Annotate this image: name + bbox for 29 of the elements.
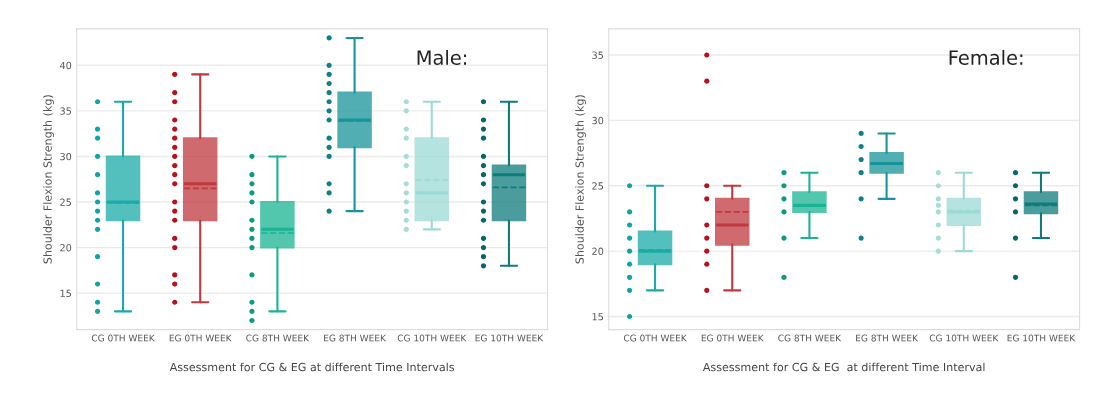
x-tick-label: CG 0TH WEEK	[623, 334, 687, 342]
text: Male:	[417, 49, 467, 65]
y-tick-label: 40	[59, 61, 72, 70]
y-axis-title: Shoulder Flexion Strength (kg)	[43, 95, 54, 264]
x-tick-label: EG 0TH WEEK	[169, 334, 232, 342]
y-tick-label: 20	[592, 247, 604, 255]
x-tick-label: CG 10TH WEEK	[929, 334, 999, 342]
x-tick-label: EG 8TH WEEK	[324, 334, 387, 342]
x-axis-title: Assessment for CG & EG at different Time Interval	[702, 362, 985, 372]
y-tick-label: 15	[592, 313, 604, 321]
y-tick-label: 30	[60, 152, 72, 161]
x-tick-label: CG 8TH WEEK	[778, 334, 842, 342]
y-tick-label: 30	[592, 116, 604, 125]
x-axis-title: Assessment for CG & EG at different Time Intervals	[169, 362, 455, 372]
y-axis-title: Shoulder Flexion Strength (kg)	[575, 95, 586, 264]
x-tick-label: EG 10TH WEEK	[1007, 334, 1076, 342]
x-tick-label: EG 8TH WEEK	[856, 334, 919, 342]
x-tick-label: CG 0TH WEEK	[91, 334, 155, 342]
y-tick-label: 35	[592, 51, 604, 59]
y-tick-label: 35	[60, 107, 72, 115]
x-tick-label: CG 8TH WEEK	[246, 334, 310, 342]
y-tick-label: 20	[60, 244, 72, 252]
y-tick-label: 25	[592, 182, 604, 190]
y-tick-label: 25	[60, 198, 72, 206]
x-tick-label: EG 10TH WEEK	[475, 334, 544, 342]
x-tick-label: CG 10TH WEEK	[397, 334, 467, 342]
x-tick-label: EG 0TH WEEK	[701, 334, 764, 342]
y-tick-label: 15	[60, 289, 72, 297]
text: Female:	[949, 49, 1023, 65]
